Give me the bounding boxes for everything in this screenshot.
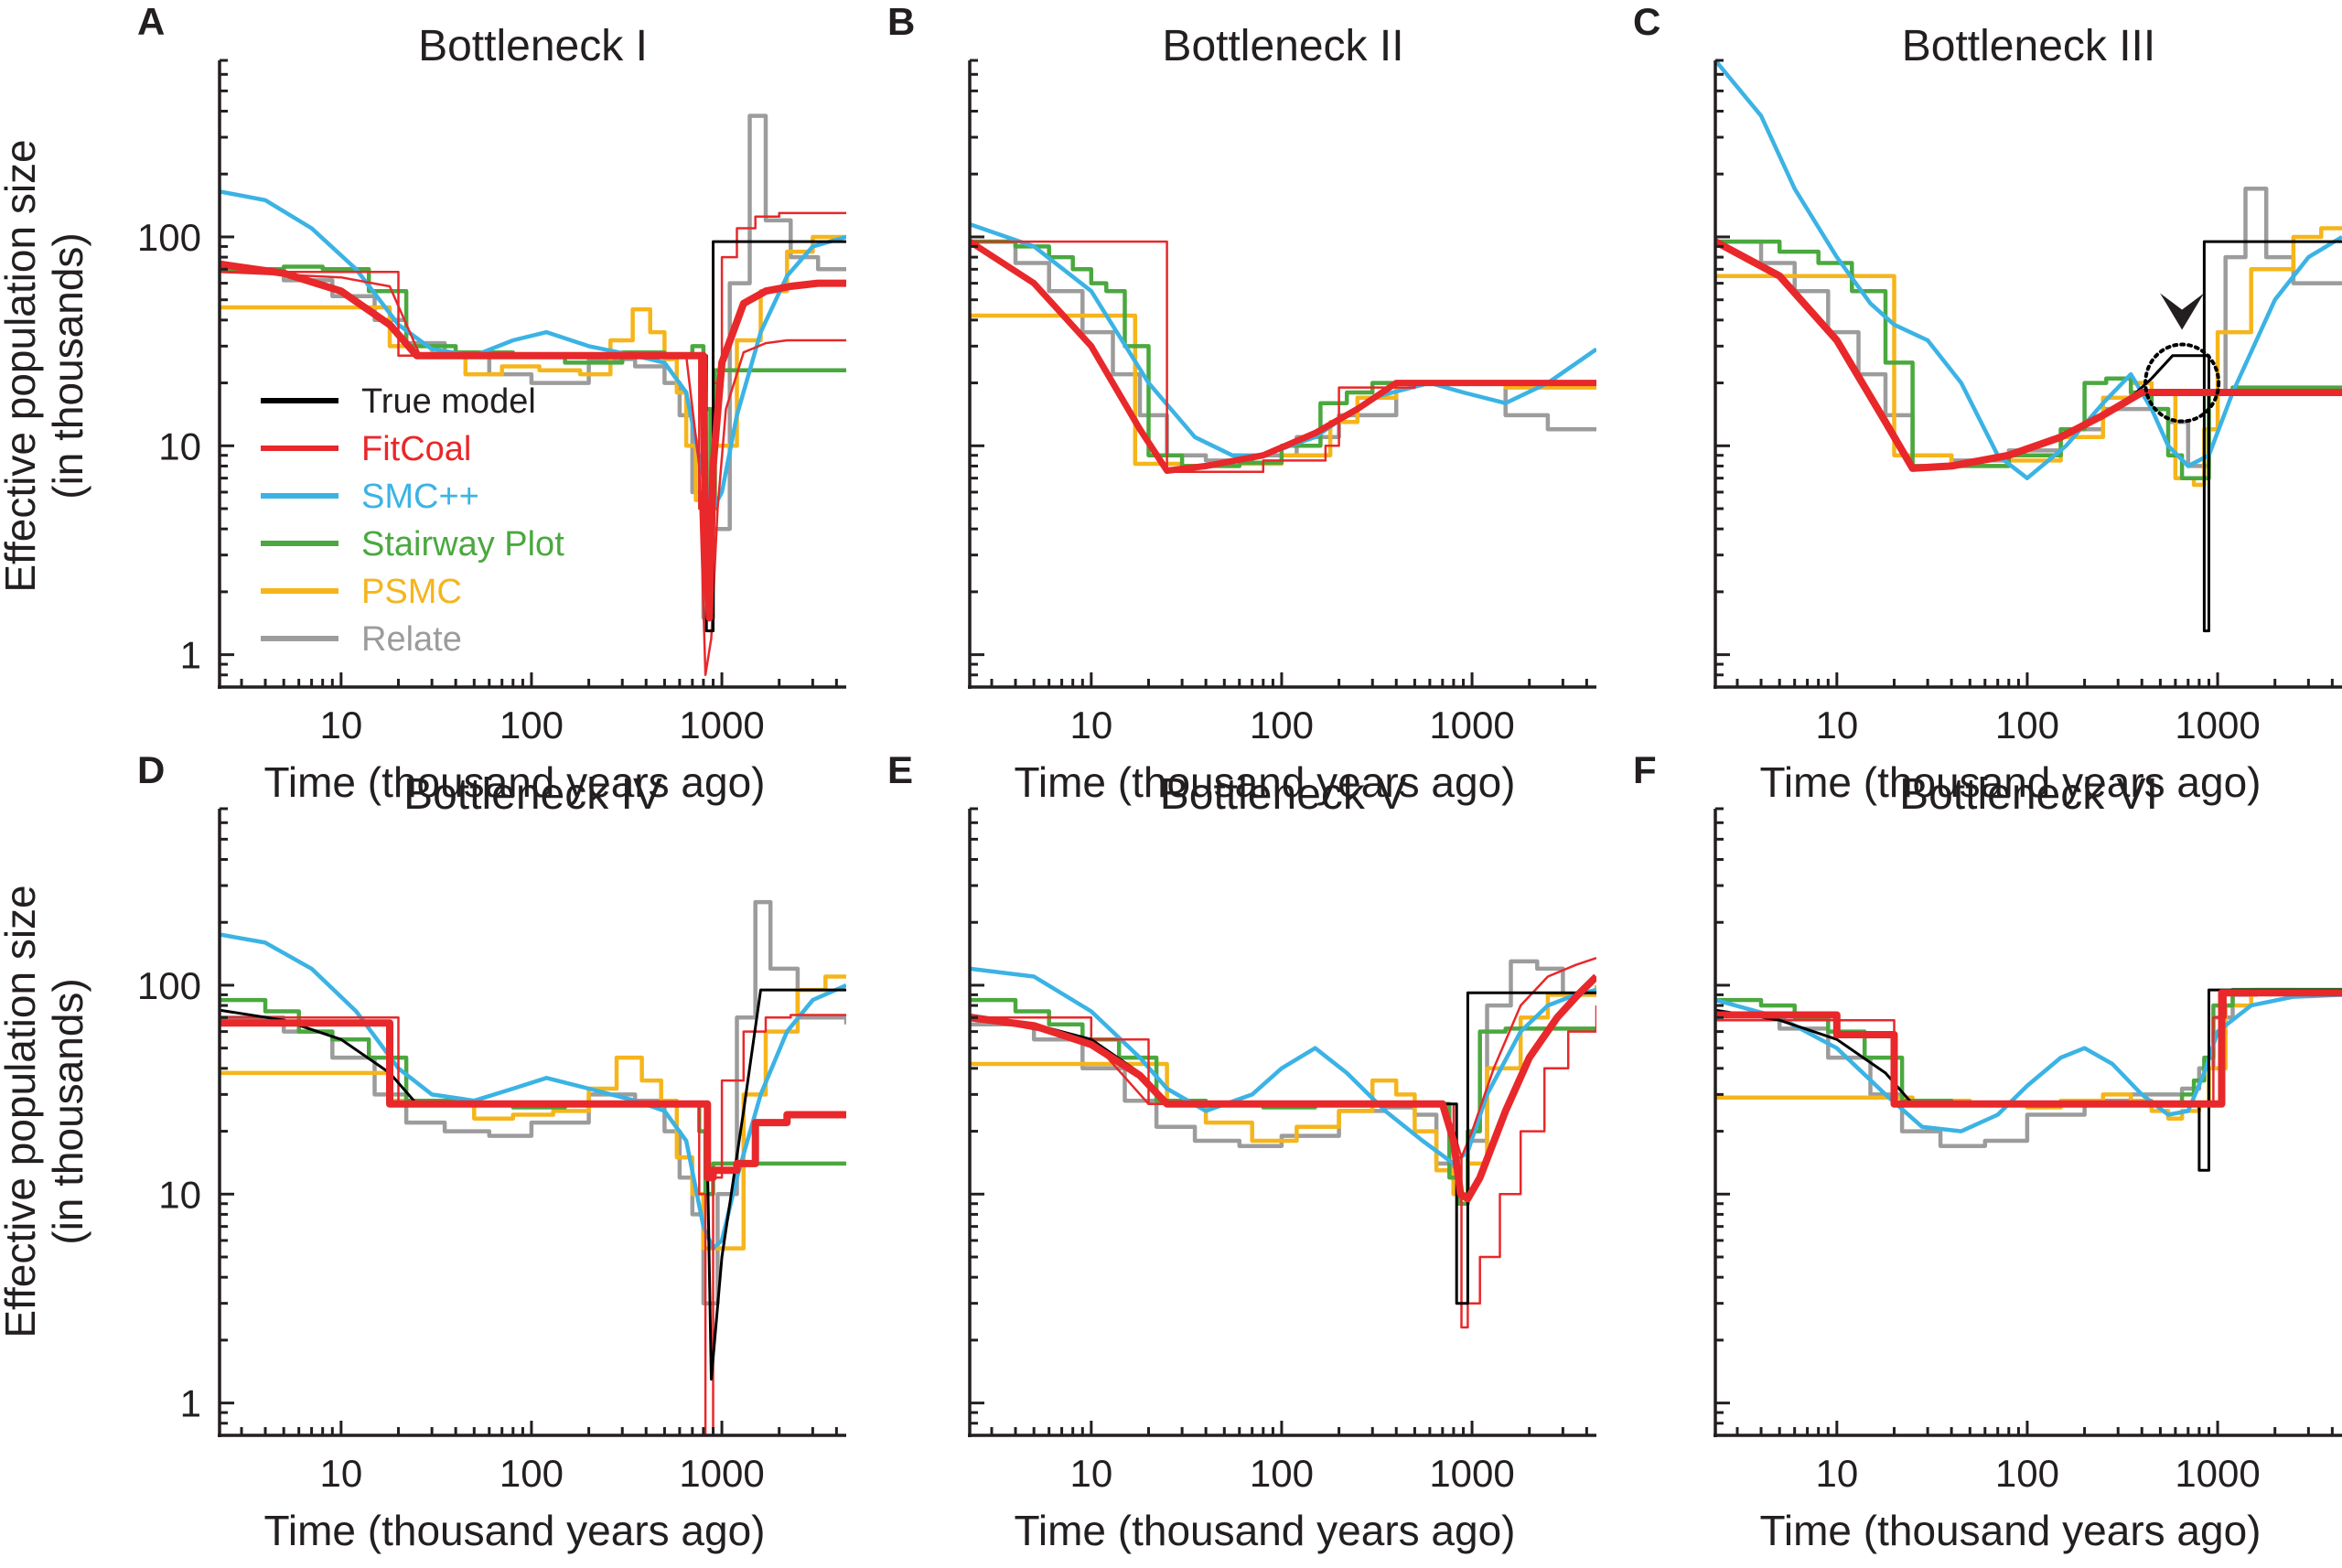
panel-f: F Bottleneck VI 10 100 1000 Time (thousand ye… [1633, 748, 2342, 1554]
panel-e: E Bottleneck V 10 100 1000 Time (thousand yea… [887, 748, 1596, 1554]
series-group [970, 957, 1596, 1329]
y-axis-label-line2: (in thousands) [44, 232, 91, 499]
x-tick-label: 10 [1815, 703, 1858, 746]
x-tick-label: 10 [1069, 1452, 1112, 1495]
x-axis-label: Time (thousand years ago) [1014, 1507, 1515, 1554]
panel-letter: A [137, 0, 165, 43]
series-group [970, 221, 1596, 474]
y-axis-label-line1: Effective population size [0, 139, 44, 592]
series-fitcoal [970, 973, 1596, 1203]
series-fitcoal [1715, 989, 2342, 1108]
series-fitcoal [220, 260, 846, 622]
x-axis-label: Time (thousand years ago) [263, 1507, 765, 1554]
panel-c: C Bottleneck III 10 100 1000 Time (thousand y… [1633, 0, 2342, 806]
x-tick-label: 1000 [1429, 703, 1514, 746]
panel-b: B Bottleneck II 10 100 1000 Time (thousand ye… [887, 0, 1596, 806]
x-tick-label: 1000 [679, 703, 764, 746]
panel-letter: C [1633, 0, 1660, 43]
legend-label: PSMC [361, 573, 462, 611]
y-tick-label: 100 [137, 216, 201, 259]
series-fitcoal [1715, 238, 2342, 472]
panel-letter: E [887, 748, 913, 791]
x-tick-label: 100 [500, 1452, 564, 1495]
legend-item: Stairway Plot [261, 525, 564, 564]
x-tick-label: 1000 [679, 1452, 764, 1495]
panel-title: Bottleneck II [1162, 22, 1403, 70]
legend: True model FitCoal SMC++ Stairway Plot PSMC R… [261, 382, 564, 659]
panel-title: Bottleneck V [1160, 770, 1406, 819]
x-axis-label: Time (thousand years ago) [263, 758, 765, 806]
series-smc- [1715, 993, 2342, 1133]
x-axis-label: Time (thousand years ago) [1759, 1507, 2261, 1554]
panel-title: Bottleneck VI [1899, 770, 2158, 819]
y-axis-label-line2: (in thousands) [44, 978, 91, 1245]
highlight-ellipse [2143, 342, 2221, 424]
y-tick-label: 10 [158, 424, 201, 467]
x-tick-label: 10 [319, 1452, 362, 1495]
x-tick-label: 1000 [2175, 703, 2260, 746]
series-fitcoal [220, 1019, 846, 1182]
legend-item: Relate [261, 620, 462, 659]
x-tick-label: 1000 [1429, 1452, 1514, 1495]
legend-item: PSMC [261, 573, 462, 611]
x-tick-label: 10 [319, 703, 362, 746]
x-tick-label: 10 [1815, 1452, 1858, 1495]
series-stairway-plot [970, 239, 1596, 468]
x-tick-label: 100 [1995, 703, 2059, 746]
series-fitcoal-bound-high [970, 957, 1596, 1159]
x-tick-label: 100 [1250, 1452, 1314, 1495]
panel-title: Bottleneck IV [403, 770, 662, 819]
legend-label: Relate [361, 620, 462, 659]
y-tick-label: 1 [180, 1382, 201, 1425]
series-smc- [1715, 59, 2342, 480]
panel-letter: D [137, 748, 165, 791]
panels: A Bottleneck I 100 10 1 10 100 1000 Time (thousa… [137, 0, 2342, 1554]
y-tick-label: 100 [137, 964, 201, 1007]
x-tick-label: 100 [1250, 703, 1314, 746]
x-axis-label: Time (thousand years ago) [1014, 758, 1515, 806]
panel-letter: F [1633, 748, 1657, 791]
legend-item: FitCoal [261, 430, 471, 468]
series-group [1715, 987, 2342, 1172]
panel-title: Bottleneck III [1902, 22, 2155, 70]
series-psmc [970, 985, 1596, 1197]
series-fitcoal-bound-low [220, 270, 846, 677]
legend-label: True model [361, 382, 536, 421]
series-group [220, 113, 846, 677]
y-axis-label-top: Effective population size (in thousands) [0, 139, 91, 592]
x-tick-label: 100 [500, 703, 564, 746]
x-axis-label: Time (thousand years ago) [1759, 758, 2261, 806]
panel-d: D Bottleneck IV 100 10 1 10 100 1000 Time (thous… [137, 748, 846, 1554]
y-axis-label-line1: Effective population size [0, 885, 44, 1337]
arrowhead-icon [2160, 293, 2205, 330]
x-tick-label: 10 [1069, 703, 1112, 746]
legend-item: SMC++ [261, 478, 479, 516]
x-tick-label: 100 [1995, 1452, 2059, 1495]
x-tick-label: 1000 [2175, 1452, 2260, 1495]
legend-label: Stairway Plot [361, 525, 564, 564]
panel-a: A Bottleneck I 100 10 1 10 100 1000 Time (thousa… [137, 0, 846, 806]
legend-label: FitCoal [361, 430, 471, 468]
y-tick-label: 1 [180, 634, 201, 677]
series-smc- [970, 966, 1596, 1166]
legend-item: True model [261, 382, 536, 421]
legend-label: SMC++ [361, 478, 479, 516]
panel-title: Bottleneck I [418, 22, 648, 70]
panel-letter: B [887, 0, 915, 43]
y-tick-label: 10 [158, 1173, 201, 1216]
series-fitcoal [970, 239, 1596, 474]
y-axis-label-bottom: Effective population size (in thousands) [0, 885, 91, 1337]
series-group [220, 899, 846, 1437]
series-group [1715, 59, 2342, 633]
series-fitcoal-bound [970, 240, 1596, 474]
series-psmc [220, 234, 846, 502]
